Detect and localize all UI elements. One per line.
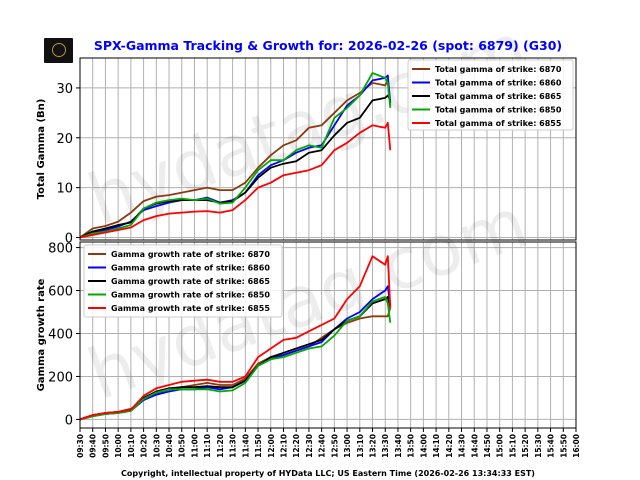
x-tick-label: 15:00 (496, 434, 505, 458)
x-axis-label: Copyright, intellectual property of HYDa… (121, 469, 535, 478)
legend-label: Total gamma of strike: 6850 (435, 106, 562, 115)
series-line-6870 (79, 79, 392, 239)
legend-label: Gamma growth rate of strike: 6855 (111, 304, 270, 313)
series-line-6855 (79, 121, 392, 239)
x-tick-label: 11:10 (203, 434, 212, 458)
x-tick-label: 10:00 (114, 434, 123, 458)
y-tick-label: 20 (56, 132, 73, 147)
legend-label: Gamma growth rate of strike: 6865 (111, 277, 270, 286)
x-tick-label: 15:30 (534, 434, 543, 458)
x-tick-label: 09:30 (76, 434, 85, 458)
legend-label: Total gamma of strike: 6865 (435, 92, 562, 101)
series-line-6865 (79, 94, 392, 239)
x-tick-label: 12:00 (267, 434, 276, 458)
x-tick-label: 13:40 (394, 434, 403, 458)
x-tick-label: 13:10 (356, 434, 365, 458)
x-tick-label: 15:50 (559, 434, 568, 458)
legend (407, 59, 574, 131)
x-tick-label: 13:00 (343, 434, 352, 458)
x-tick-label: 12:30 (305, 434, 314, 458)
x-tick-label: 11:20 (216, 434, 225, 458)
x-tick-label: 14:30 (458, 434, 467, 458)
x-tick-label: 13:20 (369, 434, 378, 458)
x-tick-label: 16:00 (572, 434, 581, 458)
chart-title: SPX-Gamma Tracking & Growth for: 2026-02… (94, 38, 562, 53)
y-tick-label: 10 (56, 182, 73, 197)
legend-label: Gamma growth rate of strike: 6850 (111, 291, 270, 300)
y-tick-label: 800 (48, 242, 73, 257)
x-tick-label: 12:40 (318, 434, 327, 458)
x-tick-label: 10:50 (178, 434, 187, 458)
x-tick-label: 15:20 (521, 434, 530, 458)
x-tick-label: 11:40 (241, 434, 250, 458)
x-tick-label: 10:10 (127, 434, 136, 458)
x-tick-label: 12:20 (292, 434, 301, 458)
legend-label: Total gamma of strike: 6855 (435, 119, 562, 128)
axes-frame (79, 57, 577, 241)
x-tick-label: 11:00 (190, 434, 199, 458)
legend-label: Total gamma of strike: 6870 (435, 65, 562, 74)
x-tick-label: 14:40 (470, 434, 479, 458)
x-tick-label: 15:40 (547, 434, 556, 458)
y-axis-label: Gamma growth rate (36, 278, 47, 391)
x-tick-label: 14:10 (432, 434, 441, 458)
legend-label: Gamma growth rate of strike: 6860 (111, 264, 270, 273)
series-line-6850 (79, 296, 392, 421)
x-tick-label: 10:20 (140, 434, 149, 458)
x-tick-label: 10:30 (152, 434, 161, 458)
legend-label: Total gamma of strike: 6860 (435, 79, 562, 88)
series-line-6855 (79, 255, 392, 421)
legend (83, 244, 283, 318)
x-tick-label: 13:50 (407, 434, 416, 458)
y-tick-label: 600 (48, 285, 73, 300)
legend-label: Gamma growth rate of strike: 6870 (111, 250, 270, 259)
x-tick-label: 14:00 (419, 434, 428, 458)
x-tick-label: 12:50 (330, 434, 339, 458)
y-tick-label: 30 (56, 82, 73, 97)
x-tick-label: 12:10 (279, 434, 288, 458)
x-tick-label: 09:40 (89, 434, 98, 458)
y-tick-label: 0 (65, 413, 73, 428)
x-tick-label: 15:10 (508, 434, 517, 458)
x-tick-label: 13:30 (381, 434, 390, 458)
x-tick-label: 11:50 (254, 434, 263, 458)
axes-frame (79, 241, 577, 429)
hydata-logo (44, 38, 73, 63)
y-tick-label: 200 (48, 370, 73, 385)
x-tick-label: 10:40 (165, 434, 174, 458)
series-line-6850 (79, 72, 392, 239)
y-tick-label: 0 (65, 232, 73, 247)
x-tick-label: 14:50 (483, 434, 492, 458)
y-tick-label: 400 (48, 327, 73, 342)
x-tick-label: 09:50 (101, 434, 110, 458)
y-axis-label: Total Gamma (Bn) (36, 99, 47, 200)
x-tick-label: 11:30 (229, 434, 238, 458)
x-tick-label: 14:20 (445, 434, 454, 458)
